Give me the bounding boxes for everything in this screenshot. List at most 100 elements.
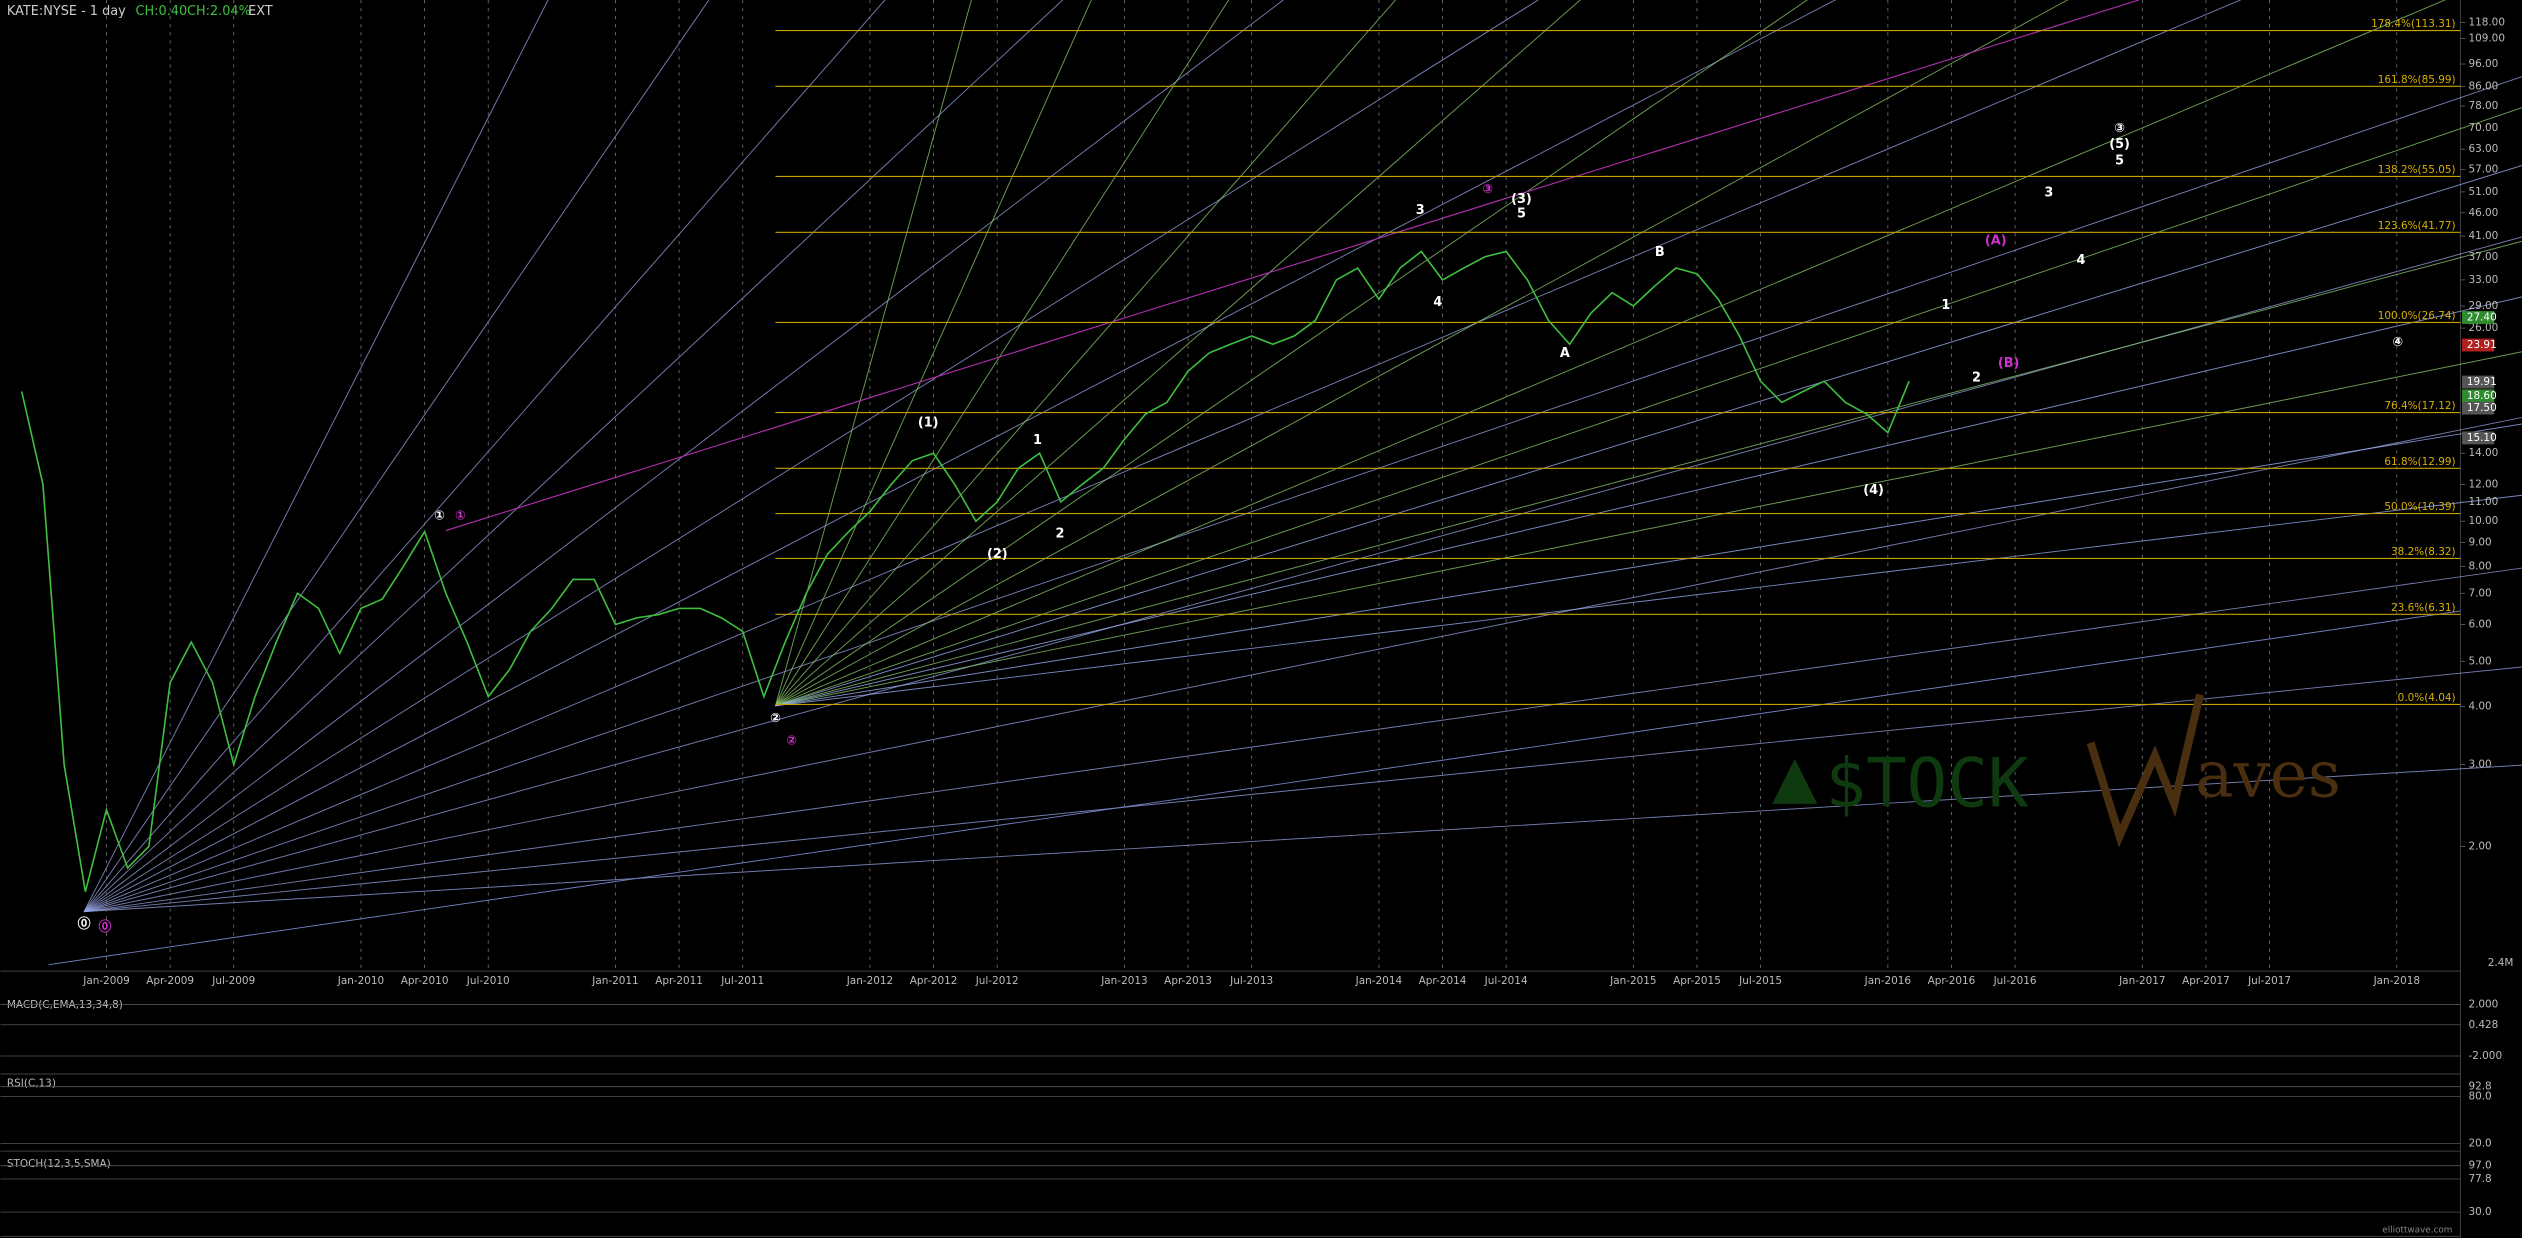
y-tick-label: 29.00 [2468, 300, 2498, 312]
fan-line [84, 666, 2522, 913]
price-tag-label: 15.10 [2467, 432, 2497, 444]
fan-line [775, 423, 2522, 707]
y-tick-label: 97.0 [2468, 1160, 2491, 1172]
wave-label: (2) [987, 547, 1008, 562]
watermark-w [2086, 693, 2204, 848]
indicator-title: RSI(C,13) [7, 1078, 56, 1090]
y-tick-label: 86.00 [2468, 80, 2498, 92]
fib-label: 161.8%(85.99) [2378, 74, 2456, 86]
x-tick-label: Apr-2012 [910, 975, 958, 987]
y-tick-label: 0.428 [2468, 1019, 2498, 1031]
x-tick-label: Jan-2014 [1355, 975, 1403, 987]
fan-line [775, 494, 2522, 707]
y-tick-label: 8.00 [2468, 560, 2491, 572]
y-tick-label: 11.00 [2468, 496, 2498, 508]
x-tick-label: Jan-2010 [337, 975, 384, 987]
price-tag-label: 19.91 [2467, 376, 2497, 388]
y-tick-label: 80.0 [2468, 1091, 2491, 1103]
y-tick-label: 7.00 [2468, 587, 2491, 599]
fib-label: 38.2%(8.32) [2391, 546, 2456, 558]
fan-line [83, 0, 1064, 912]
fib-label: 100.0%(26.74) [2378, 310, 2456, 322]
source: elliottwave.com [2382, 1225, 2452, 1235]
y-tick-label: 5.00 [2468, 655, 2491, 667]
wave-label: ② [786, 734, 797, 749]
x-tick-label: Apr-2017 [2182, 975, 2230, 987]
wave-label: (1) [918, 415, 939, 430]
fan-line [83, 0, 1540, 913]
y-tick-label: 2.000 [2468, 999, 2498, 1011]
fan-line [84, 764, 2522, 913]
fan-lines [48, 0, 2522, 966]
wave-label: (B) [1998, 356, 2020, 371]
fan-line [83, 0, 710, 912]
fan-line [83, 0, 549, 912]
y-tick-label: 41.00 [2468, 230, 2498, 242]
wave-label: ③ [2114, 121, 2125, 136]
watermark: $TOCK [1825, 743, 2029, 822]
x-tick-label: Jan-2018 [2373, 975, 2420, 987]
y-tick-label: 96.00 [2468, 58, 2498, 70]
trend-line [445, 0, 2140, 532]
y-tick-label: 78.00 [2468, 100, 2498, 112]
fib-label: 178.4%(113.31) [2371, 18, 2455, 30]
price-tag-label: 23.91 [2467, 339, 2497, 351]
wave-label: ② [770, 711, 781, 726]
x-tick-label: Jul-2016 [1993, 975, 2037, 987]
watermark-arrow [1772, 758, 1818, 804]
x-tick-label: Jan-2012 [846, 975, 893, 987]
x-tick-label: Apr-2013 [1164, 975, 1212, 987]
wave-label: 1 [1033, 433, 1042, 448]
fib-label: 0.0%(4.04) [2398, 692, 2456, 704]
fib-label: 61.8%(12.99) [2384, 456, 2455, 468]
fib-label: 76.4%(17.12) [2384, 400, 2455, 412]
y-tick-label: 26.00 [2468, 322, 2498, 334]
y-tick-label: 2.00 [2468, 841, 2491, 853]
fan-line [84, 567, 2522, 913]
wave-label: 4 [1433, 295, 1442, 310]
y-tick-label: 9.00 [2468, 537, 2491, 549]
fan-line [775, 0, 1808, 707]
price-tag [2462, 389, 2495, 403]
y-tick-label: 4.00 [2468, 700, 2491, 712]
wave-label: 5 [2115, 153, 2124, 168]
price-tag-label: 18.60 [2467, 390, 2497, 402]
price-tag [2462, 338, 2495, 352]
x-tick-label: Jan-2013 [1100, 975, 1147, 987]
y-tick-label: 30.0 [2468, 1206, 2491, 1218]
price-line [20, 250, 1910, 892]
wave-label: (5) [2109, 137, 2130, 152]
fan-line [775, 0, 1397, 707]
wave-label: (3) [1511, 192, 1532, 207]
wave-label: (A) [1985, 234, 2007, 249]
wave-label: 1 [1941, 298, 1950, 313]
volume-label: 2.4M [2488, 957, 2514, 969]
wave-label: 4 [2076, 253, 2085, 268]
session: EXT [248, 4, 273, 19]
y-tick-label: 14.00 [2468, 447, 2498, 459]
y-tick-label: 3.00 [2468, 759, 2491, 771]
change-pct: CH:2.04% [187, 4, 251, 19]
fan-line [83, 0, 2242, 913]
x-tick-label: Jul-2009 [211, 975, 255, 987]
wave-label: ⓪ [99, 919, 112, 935]
watermark: aves [2195, 737, 2341, 812]
y-tick-label: 63.00 [2468, 143, 2498, 155]
x-tick-label: Apr-2010 [401, 975, 449, 987]
fan-line [775, 0, 1581, 707]
x-tick-label: Jan-2016 [1864, 975, 1911, 987]
y-tick-label: 70.00 [2468, 122, 2498, 134]
y-tick-label: 20.0 [2468, 1137, 2491, 1149]
fib-label: 23.6%(6.31) [2391, 602, 2456, 614]
wave-label: A [1560, 346, 1570, 361]
fan-line [83, 76, 2522, 913]
fan-line [775, 0, 2447, 707]
wave-label: ④ [2392, 335, 2403, 350]
x-tick-label: Apr-2014 [1419, 975, 1467, 987]
indicator-title: STOCH(12,3,5,SMA) [7, 1158, 111, 1170]
fan-line [83, 0, 886, 912]
x-tick-label: Apr-2016 [1928, 975, 1976, 987]
fan-line [775, 107, 2522, 707]
